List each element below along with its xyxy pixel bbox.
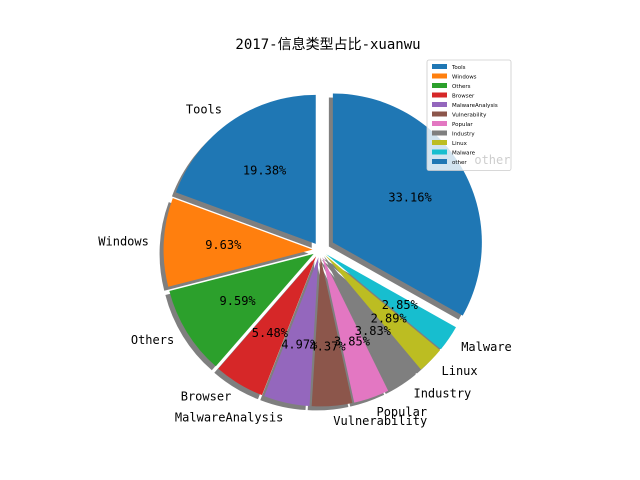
legend-entry-other: other: [452, 160, 467, 166]
legend-swatch-malwareanalysis: [432, 102, 447, 107]
percent-label-browser: 5.48%: [252, 326, 289, 340]
legend-entry-malware: Malware: [452, 150, 476, 156]
legend-swatch-browser: [432, 92, 447, 98]
slice-malwareanalysis: [264, 257, 319, 407]
percent-label-tools: 19.38%: [243, 164, 287, 178]
slice-label-browser: Browser: [181, 390, 232, 404]
slice-labels: Tools Windows Others Browser MalwareAnalysis…: [98, 102, 511, 427]
legend-entry-tools: Tools: [451, 65, 466, 71]
legend-frame: [426, 59, 512, 171]
slice-others: [169, 253, 314, 367]
percent-label-linux: 2.89%: [371, 311, 408, 325]
chart-title: 2017-信息类型占比-xuanwu: [235, 36, 420, 53]
slice-label-linux: Linux: [442, 364, 478, 378]
slice-windows: [163, 198, 313, 287]
slice-label-tools: Tools: [186, 102, 222, 116]
legend-swatch-vulnerability: [432, 111, 447, 117]
slice-popular: [322, 257, 389, 403]
percent-label-malwareanalysis: 4.97%: [281, 338, 318, 352]
slice-label-others: Others: [131, 333, 174, 347]
slice-linux: [325, 255, 441, 370]
legend-swatch-malware: [432, 149, 447, 155]
legend-entry-malwareanalysis: MalwareAnalysis: [452, 103, 498, 109]
percent-label-windows: 9.63%: [205, 238, 242, 252]
legend-swatch-tools: [432, 64, 447, 69]
legend-entry-others: Others: [452, 84, 471, 90]
slice-malware: [326, 254, 456, 350]
slice-label-popular: Popular: [376, 405, 427, 419]
slice-industry: [324, 256, 420, 390]
legend-swatch-windows: [432, 73, 447, 79]
slice-tools: [175, 94, 316, 244]
slice-vulnerability: [311, 257, 353, 407]
slice-label-industry: Industry: [413, 387, 471, 401]
legend-entry-popular: Popular: [452, 122, 473, 128]
legend-entry-browser: Browser: [452, 93, 475, 99]
percent-label-others: 9.59%: [220, 294, 257, 308]
percent-label-other: 33.16%: [388, 190, 432, 204]
legend: Tools Windows Others Browser MalwareAnalysis…: [426, 59, 512, 171]
legend-entry-vulnerability: Vulnerability: [452, 112, 487, 118]
legend-entry-windows: Windows: [452, 74, 477, 80]
slice-label-malware: Malware: [461, 340, 512, 354]
legend-swatch-others: [432, 83, 447, 88]
percent-label-popular: 3.85%: [334, 334, 371, 348]
slice-label-vulnerability: Vulnerability: [333, 414, 427, 428]
legend-swatch-industry: [432, 130, 447, 136]
legend-swatch-linux: [432, 140, 447, 145]
slice-browser: [218, 256, 317, 396]
legend-swatch-popular: [432, 121, 447, 126]
legend-swatch-other: [432, 159, 447, 164]
slice-label-windows: Windows: [98, 234, 149, 248]
percent-label-malware: 2.85%: [382, 298, 419, 312]
slice-label-malwareanalysis: MalwareAnalysis: [175, 410, 283, 424]
legend-entry-linux: Linux: [452, 141, 468, 147]
percent-label-vulnerability: 4.37%: [309, 340, 346, 354]
percent-labels: 19.38% 9.63% 9.59% 5.48%4.97%4.37%3.85%3.83…: [205, 164, 432, 354]
percent-label-industry: 3.83%: [355, 324, 392, 338]
legend-entry-industry: Industry: [452, 131, 475, 137]
